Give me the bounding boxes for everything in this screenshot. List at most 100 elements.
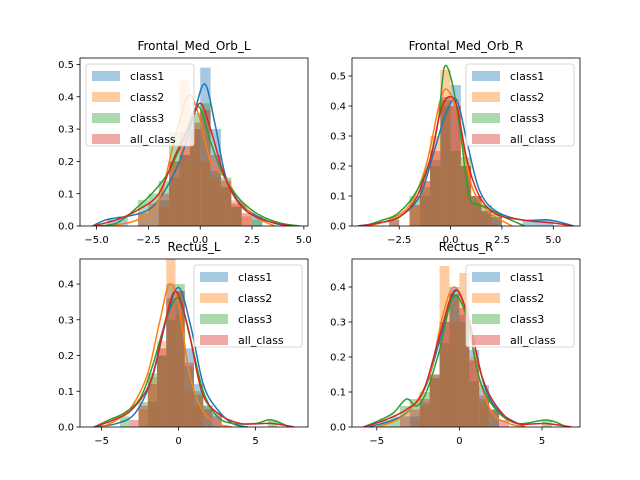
histogram-bar (419, 196, 431, 226)
histogram-bar (189, 129, 201, 226)
histogram-bar (157, 348, 167, 427)
y-tick-label: 0.3 (58, 315, 74, 326)
legend-swatch (472, 113, 500, 123)
legend-swatch (472, 134, 500, 144)
y-tick-label: 0.3 (330, 318, 346, 329)
x-tick-label: 5.0 (545, 235, 561, 246)
histogram-bar (175, 291, 185, 427)
histogram-bar (138, 401, 148, 427)
histogram-bar (169, 161, 180, 226)
y-tick-label: 0.0 (330, 423, 346, 434)
histogram-bar (479, 402, 490, 427)
y-tick-label: 0.0 (58, 423, 74, 434)
histogram-bar (419, 402, 430, 427)
x-tick-label: 0.0 (443, 235, 459, 246)
histogram-bar (147, 384, 158, 427)
subplot: −5.0 −2.5 0.0 2.5 5.0 0.0 0.1 0.2 0.3 0.4 0.5 Front… (58, 39, 312, 246)
legend-box (85, 63, 195, 147)
histogram-bar (522, 220, 533, 226)
histogram-bar (429, 378, 440, 427)
histogram-bar (471, 196, 482, 226)
legend-swatch (200, 335, 228, 345)
plot-area (358, 64, 575, 226)
histogram-bar (399, 416, 410, 427)
histogram-bar (481, 211, 492, 226)
histogram-bar (203, 409, 213, 427)
x-tick-label: −5.0 (84, 235, 108, 246)
legend-swatch (92, 134, 120, 144)
histogram-bar (179, 132, 190, 226)
legend-swatch (92, 113, 120, 123)
legend-label: class1 (510, 70, 544, 83)
histogram-bar (220, 180, 232, 226)
legend-swatch (92, 92, 120, 102)
histogram-bar (179, 154, 190, 226)
histogram-bar (430, 160, 441, 226)
histogram-bar (231, 203, 242, 226)
histogram-bar (439, 322, 450, 427)
axes-frame (351, 258, 581, 428)
x-tick-label: 0 (175, 436, 181, 447)
histogram-bar (430, 166, 441, 226)
histogram-bar (194, 405, 204, 427)
histogram-bar (460, 166, 472, 226)
legend-label: class1 (510, 271, 544, 284)
y-tick-label: 0.3 (330, 132, 346, 143)
histogram-bar (459, 273, 470, 427)
x-tick-label: −2.5 (387, 235, 411, 246)
histogram-bar (419, 181, 431, 226)
histogram-bar (158, 200, 170, 226)
legend-label: class2 (510, 292, 544, 305)
histogram-bar (220, 177, 232, 226)
histogram-bar (157, 355, 167, 427)
histogram-bar (419, 406, 430, 427)
x-tick-label: 2.5 (494, 235, 510, 246)
histogram-bar (439, 322, 450, 427)
histogram-bar (532, 220, 544, 226)
histogram-bar (252, 216, 263, 226)
y-tick-label: 0.3 (58, 125, 74, 136)
legend: class1 class2 class3 all_class (465, 63, 575, 147)
histogram-bar (489, 409, 500, 427)
histogram-bar (419, 399, 430, 427)
y-tick-label: 0.2 (58, 157, 74, 168)
histogram-bar (147, 401, 158, 427)
legend-label: class1 (238, 271, 272, 284)
histogram-bar (430, 151, 441, 226)
legend: class1 class2 class3 all_class (85, 63, 195, 147)
histogram-bar (231, 206, 242, 226)
histogram-bar (491, 214, 502, 226)
histogram-bar (450, 106, 461, 226)
histogram-bar (440, 97, 451, 226)
histogram-bar (169, 132, 180, 226)
histogram-bar (179, 80, 190, 226)
histogram-bar (147, 373, 158, 427)
histogram-bar (469, 357, 480, 427)
legend-swatch (472, 335, 500, 345)
y-tick-label: 0.4 (330, 283, 346, 294)
legend-label: all_class (130, 133, 176, 146)
histogram-bar (439, 266, 450, 427)
histogram-bar (166, 298, 176, 427)
histogram-bar (449, 322, 460, 427)
histogram-bar (491, 217, 502, 226)
histogram-bar (479, 385, 490, 427)
legend-label: class2 (238, 292, 272, 305)
kde-line (93, 290, 295, 427)
y-tick-label: 0.4 (58, 92, 74, 103)
histogram-bar (469, 360, 480, 427)
legend-label: class3 (510, 313, 544, 326)
histogram-bar (157, 355, 167, 427)
x-tick-label: 2.5 (244, 235, 260, 246)
legend: class1 class2 class3 all_class (465, 264, 575, 348)
histogram-bar (241, 216, 253, 226)
histogram-bar (241, 213, 253, 226)
y-tick-label: 0.4 (58, 280, 74, 291)
legend-box (193, 264, 303, 348)
kde-line (363, 289, 572, 427)
histogram-bar (440, 106, 451, 226)
kde-line (376, 286, 526, 427)
legend-swatch (92, 71, 120, 81)
histogram-bar (158, 206, 170, 226)
